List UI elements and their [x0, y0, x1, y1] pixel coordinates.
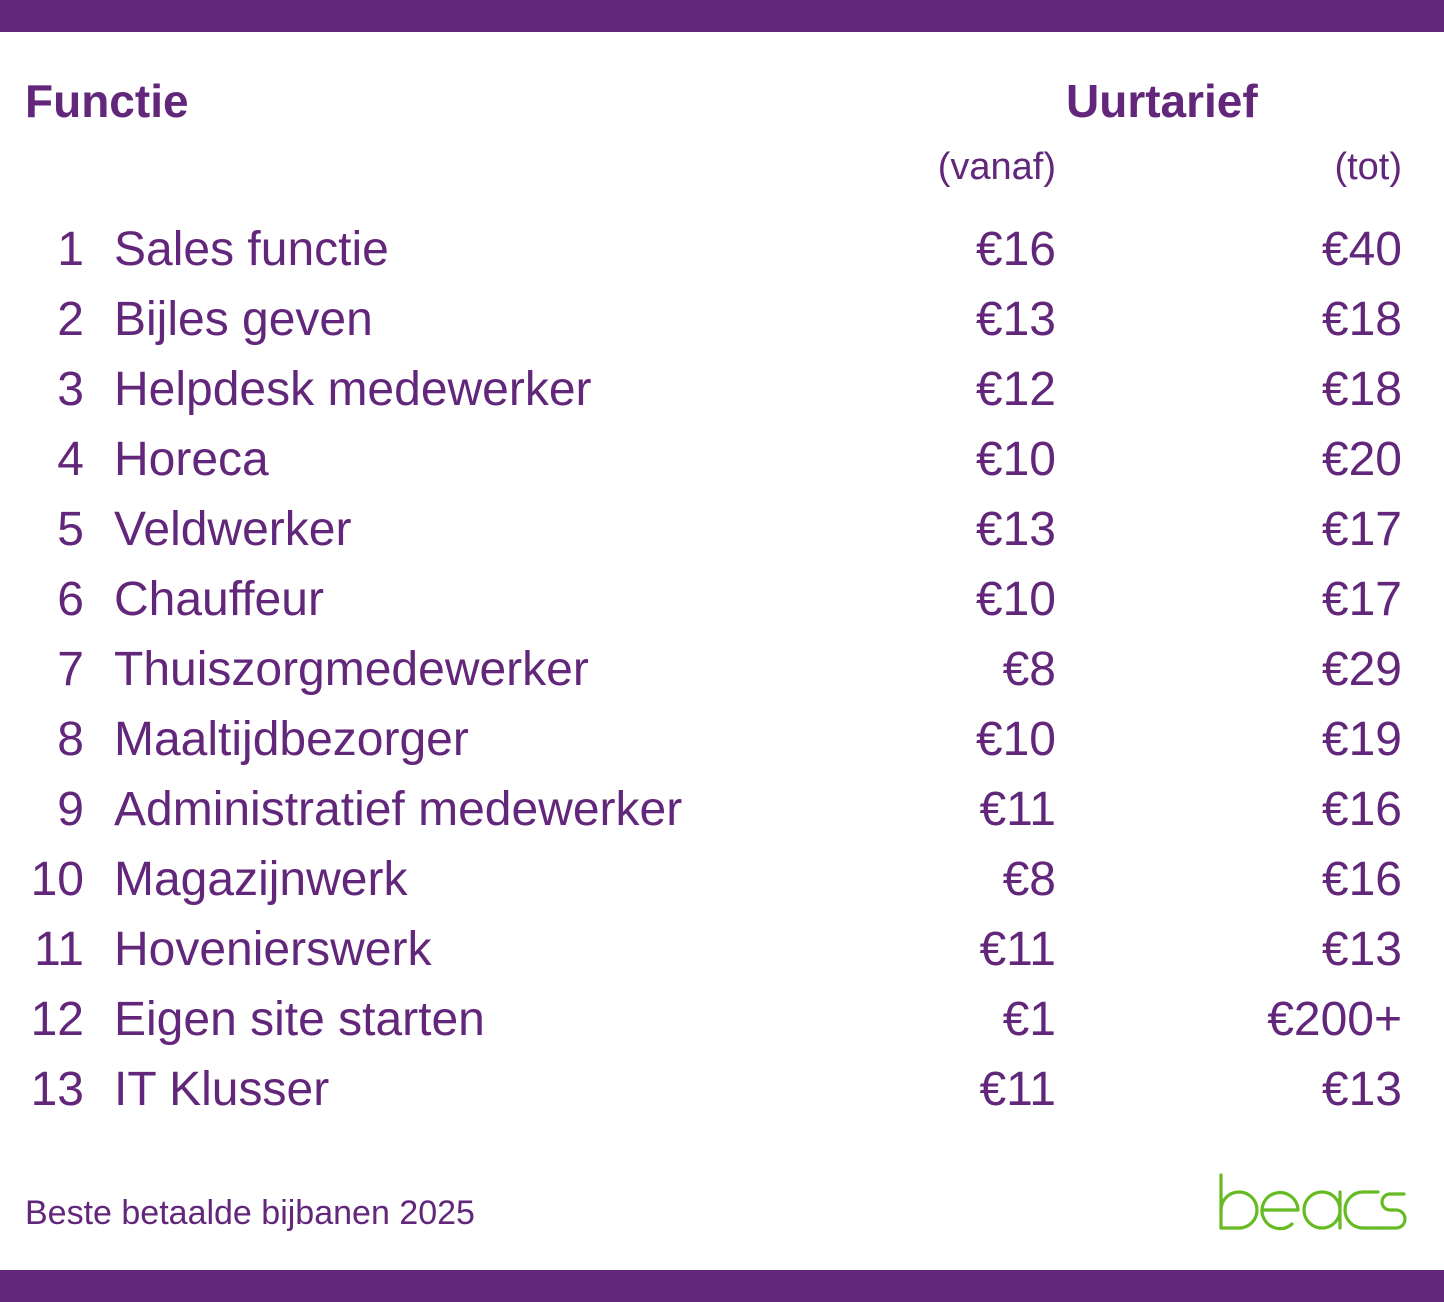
row-rate-from: €8 [1002, 853, 1056, 906]
row-rate-to: €18 [1321, 293, 1402, 346]
row-rank: 7 [57, 643, 84, 696]
jobs-table: 1 Sales functie €16 €40 2 Bijles geven €… [0, 215, 1444, 1125]
row-rank: 10 [30, 853, 84, 906]
row-rank: 8 [57, 713, 84, 766]
row-rate-to: €200+ [1267, 993, 1402, 1046]
row-rank: 1 [57, 223, 84, 276]
subheader-tot: (tot) [1334, 146, 1402, 188]
beaks-logo [1219, 1173, 1407, 1231]
table-row: 6 Chauffeur €10 €17 [0, 565, 1444, 635]
row-rank: 5 [57, 503, 84, 556]
row-rate-from: €16 [975, 223, 1056, 276]
top-band [0, 0, 1444, 32]
row-rate-from: €11 [979, 783, 1056, 836]
row-rank: 3 [57, 363, 84, 416]
row-rate-from: €8 [1002, 643, 1056, 696]
row-rate-from: €10 [975, 713, 1056, 766]
row-rank: 13 [30, 1063, 84, 1116]
row-rate-from: €11 [979, 1063, 1056, 1116]
row-rate-to: €13 [1321, 1063, 1402, 1116]
row-job-name: Thuiszorgmedewerker [114, 643, 589, 696]
footer-caption: Beste betaalde bijbanen 2025 [25, 1194, 475, 1232]
row-job-name: IT Klusser [114, 1063, 330, 1116]
row-rate-from: €10 [975, 573, 1056, 626]
row-job-name: Administratief medewerker [114, 783, 683, 836]
row-rank: 6 [57, 573, 84, 626]
row-job-name: Maaltijdbezorger [114, 713, 469, 766]
table-row: 8 Maaltijdbezorger €10 €19 [0, 705, 1444, 775]
row-rate-to: €17 [1321, 503, 1402, 556]
row-rate-to: €20 [1321, 433, 1402, 486]
row-rank: 11 [34, 923, 84, 976]
row-job-name: Eigen site starten [114, 993, 485, 1046]
row-rate-to: €40 [1321, 223, 1402, 276]
row-rate-to: €18 [1321, 363, 1402, 416]
table-row: 11 Hovenierswerk €11 €13 [0, 915, 1444, 985]
row-rate-to: €17 [1321, 573, 1402, 626]
row-rate-from: €10 [975, 433, 1056, 486]
row-rate-from: €11 [979, 923, 1056, 976]
table-row: 4 Horeca €10 €20 [0, 425, 1444, 495]
column-header-functie: Functie [25, 75, 189, 127]
row-rank: 2 [57, 293, 84, 346]
row-rate-to: €19 [1321, 713, 1402, 766]
table-row: 5 Veldwerker €13 €17 [0, 495, 1444, 565]
row-rate-from: €12 [975, 363, 1056, 416]
row-rate-to: €29 [1321, 643, 1402, 696]
table-row: 2 Bijles geven €13 €18 [0, 285, 1444, 355]
column-header-uurtarief: Uurtarief [1066, 75, 1258, 127]
row-job-name: Hovenierswerk [114, 923, 432, 976]
row-job-name: Magazijnwerk [114, 853, 408, 906]
row-job-name: Horeca [114, 433, 269, 486]
row-rank: 4 [57, 433, 84, 486]
bottom-band [0, 1270, 1444, 1302]
table-row: 13 IT Klusser €11 €13 [0, 1055, 1444, 1125]
row-rate-to: €13 [1321, 923, 1402, 976]
row-rate-to: €16 [1321, 783, 1402, 836]
row-job-name: Helpdesk medewerker [114, 363, 592, 416]
row-rate-to: €16 [1321, 853, 1402, 906]
subheader-vanaf: (vanaf) [937, 146, 1056, 188]
table-row: 9 Administratief medewerker €11 €16 [0, 775, 1444, 845]
row-rate-from: €13 [975, 293, 1056, 346]
row-job-name: Bijles geven [114, 293, 373, 346]
row-job-name: Chauffeur [114, 573, 324, 626]
row-rank: 12 [30, 993, 84, 1046]
row-rank: 9 [57, 783, 84, 836]
row-rate-from: €1 [1002, 993, 1056, 1046]
table-row: 1 Sales functie €16 €40 [0, 215, 1444, 285]
table-row: 10 Magazijnwerk €8 €16 [0, 845, 1444, 915]
row-job-name: Sales functie [114, 223, 389, 276]
row-job-name: Veldwerker [114, 503, 352, 556]
row-rate-from: €13 [975, 503, 1056, 556]
table-row: 7 Thuiszorgmedewerker €8 €29 [0, 635, 1444, 705]
table-row: 3 Helpdesk medewerker €12 €18 [0, 355, 1444, 425]
table-row: 12 Eigen site starten €1 €200+ [0, 985, 1444, 1055]
